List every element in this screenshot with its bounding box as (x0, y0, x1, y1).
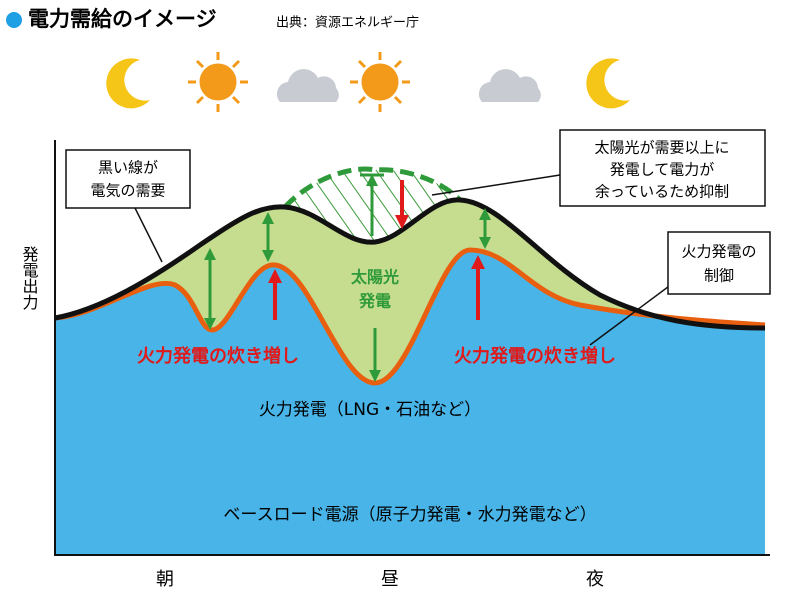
svg-text:★: ★ (595, 60, 608, 76)
x-label: 朝 (156, 569, 174, 590)
red-arrows (268, 180, 485, 320)
title: 電力需給のイメージ (28, 7, 217, 31)
axes (54, 140, 770, 556)
callout-line: 火力発電の (681, 243, 756, 261)
increase-label: 火力発電の炊き増し (137, 345, 299, 367)
solar-label-line: 発電 (358, 292, 391, 311)
thermal-area (55, 250, 765, 555)
demand-curve (54, 197, 766, 331)
callout-line: 制御 (704, 267, 734, 285)
baseload-label: ベースロード電源（原子力発電・水力発電など） (223, 505, 596, 525)
source: 出典：資源エネルギー庁 (276, 16, 419, 31)
x-label: 夜 (586, 569, 604, 590)
solar-label: 太陽光 発電 (350, 268, 399, 311)
leader-lines (134, 174, 681, 346)
callout: 黒い線が 電気の需要 (65, 149, 191, 209)
weather-icons: ★ ★ (106, 52, 630, 112)
title-bullet (6, 12, 22, 28)
callout-line: 余っているため抑制 (595, 183, 729, 201)
green-arrows (204, 173, 491, 382)
thermal-curve (54, 247, 766, 386)
callout-line: 発電して電力が (610, 161, 715, 179)
svg-text:★: ★ (115, 60, 128, 76)
callout-line: 太陽光が需要以上に (594, 139, 729, 157)
callout-line: 黒い線が (98, 159, 158, 177)
curtailed-outline (283, 166, 462, 209)
callout-line: 電気の需要 (90, 182, 165, 200)
y-axis-label: 発電出力 (20, 246, 39, 311)
thermal-label: 火力発電（LNG・石油など） (259, 400, 481, 420)
callout: 太陽光が需要以上に 発電して電力が 余っているため抑制 (559, 129, 766, 207)
y-label: 発電出力 (20, 246, 39, 311)
solar-label-line: 太陽光 (350, 268, 399, 287)
x-label: 昼 (381, 569, 399, 590)
increase-label: 火力発電の炊き増し (454, 345, 616, 367)
callout: 火力発電の 制御 (667, 231, 771, 295)
